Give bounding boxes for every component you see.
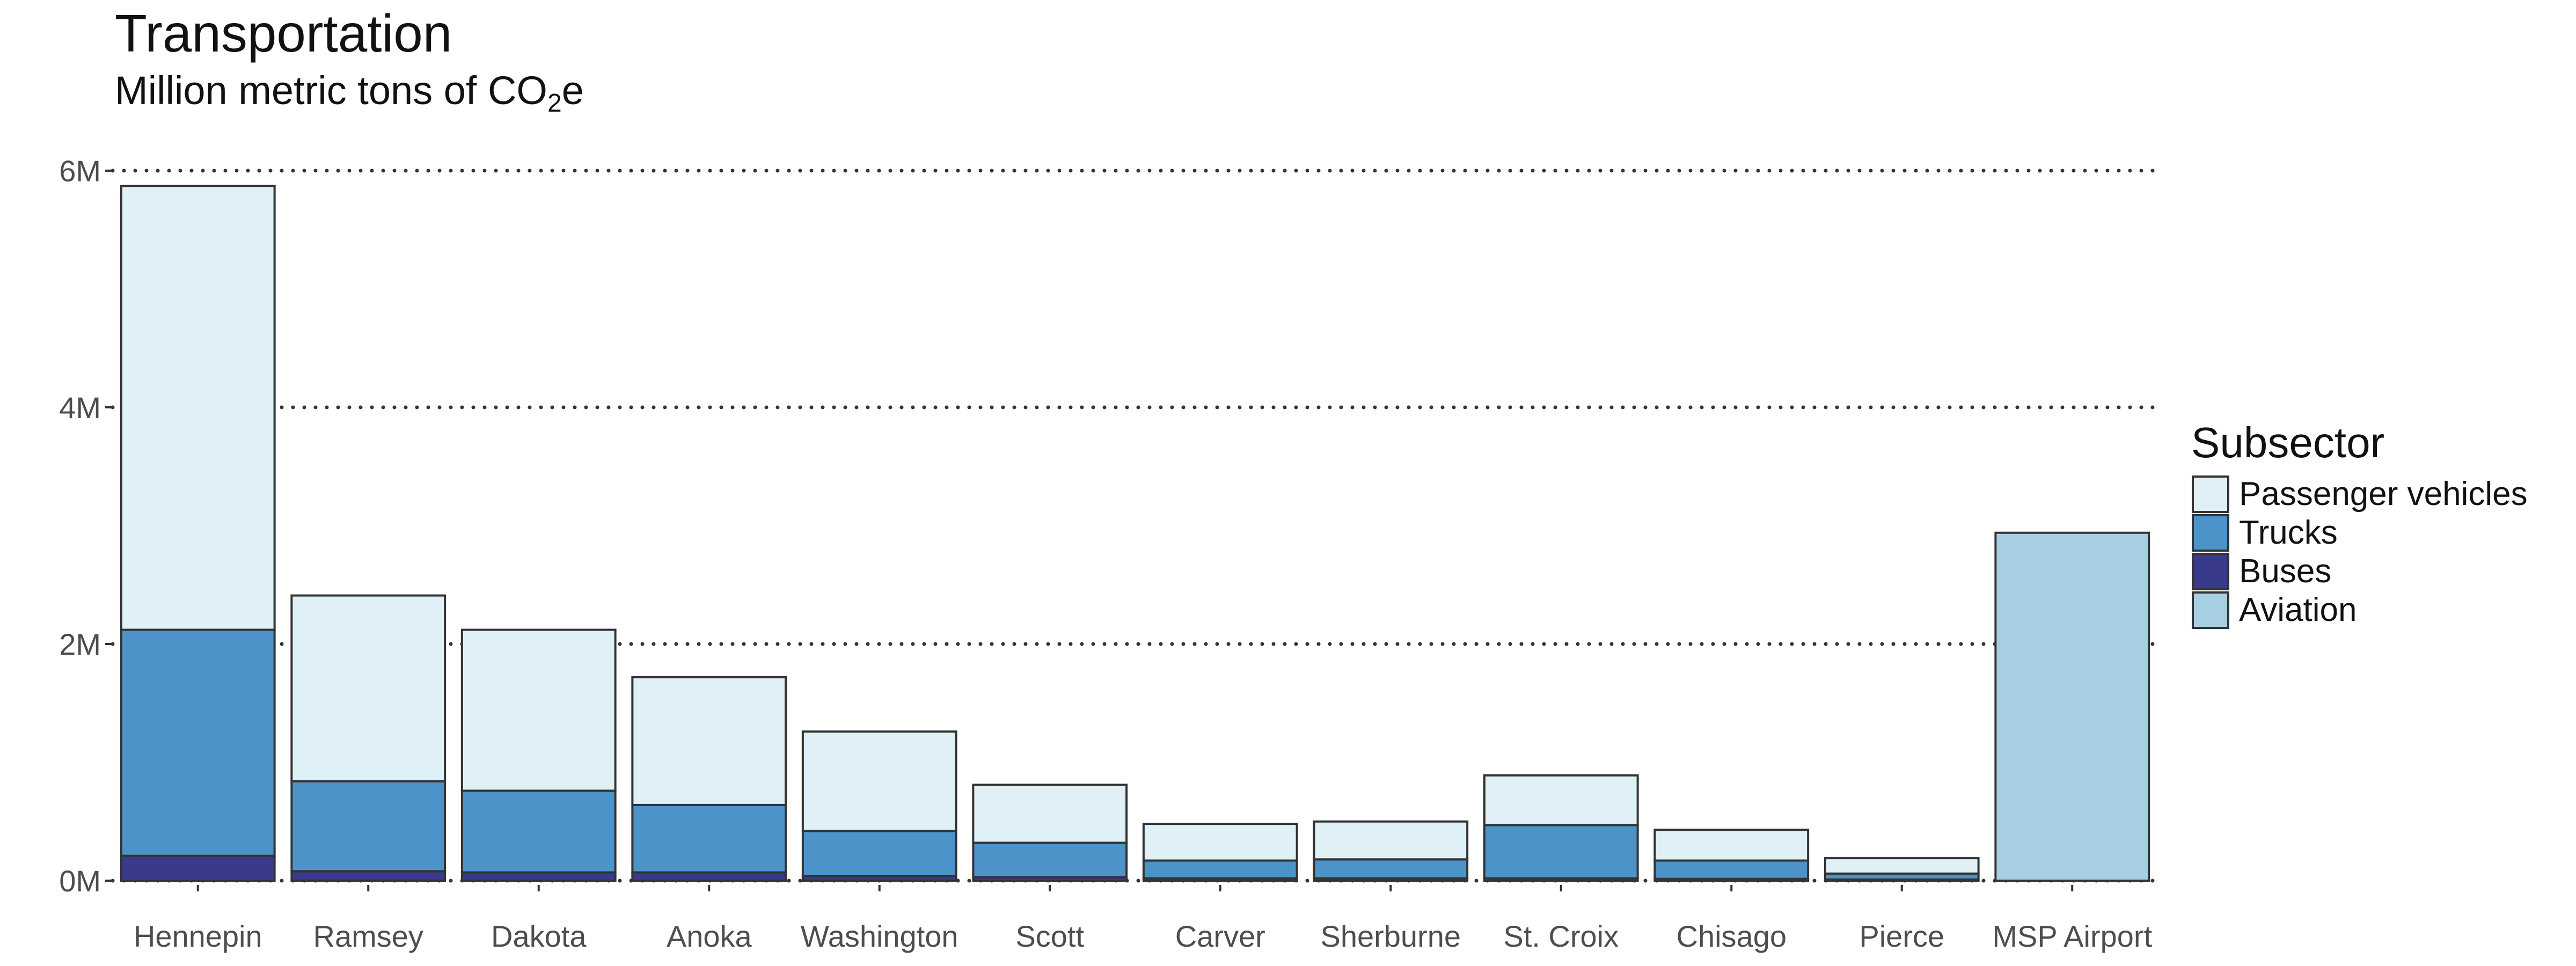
bar-segment <box>631 676 787 806</box>
bar-segment <box>120 628 276 857</box>
x-tick-label: Ramsey <box>313 919 423 953</box>
legend-swatch <box>2192 514 2229 552</box>
x-tick-label: Sherburne <box>1320 919 1461 953</box>
bar-segment <box>631 871 787 882</box>
x-tick-label: Carver <box>1175 919 1265 953</box>
x-tick-label: Dakota <box>491 919 587 953</box>
bar-segment <box>460 789 617 874</box>
bar-segment <box>801 830 957 877</box>
bar-segment <box>460 628 617 792</box>
bar-segment <box>1483 774 1639 826</box>
bar-segment <box>1483 824 1639 880</box>
y-tick-label: 6M <box>59 154 101 188</box>
bar-segment <box>290 780 447 873</box>
subtitle-suffix: e <box>561 68 584 113</box>
x-tick-label: MSP Airport <box>1992 919 2152 953</box>
y-tick-label: 2M <box>59 627 101 661</box>
x-tick-label: Pierce <box>1859 919 1944 953</box>
chart-subtitle: Million metric tons of CO2e <box>115 68 584 118</box>
legend-label: Buses <box>2239 553 2331 590</box>
bar-segment <box>460 871 617 882</box>
legend-title: Subsector <box>2191 419 2384 466</box>
bar-segment <box>972 841 1128 879</box>
x-tick-label: Hennepin <box>134 919 262 953</box>
legend-label: Aviation <box>2239 591 2357 628</box>
bar-segment <box>801 730 957 832</box>
y-tick-label: 0M <box>59 864 101 898</box>
legend-label: Trucks <box>2239 514 2338 551</box>
subtitle-subscript: 2 <box>547 89 562 118</box>
bar-segment <box>120 854 276 882</box>
legend-swatch <box>2192 553 2229 590</box>
y-tick-label: 4M <box>59 391 101 425</box>
x-tick-label: Washington <box>801 919 958 953</box>
bar-segment <box>1653 859 1810 880</box>
bar-segment <box>1824 857 1980 875</box>
bar-segment <box>1313 820 1469 861</box>
bar-segment <box>290 870 447 882</box>
legend-label: Passenger vehicles <box>2239 475 2528 513</box>
bar-segment <box>1653 829 1810 862</box>
bar-segment <box>290 594 447 782</box>
bar-segment <box>1142 823 1298 862</box>
chart-title: Transportation <box>115 4 452 63</box>
legend-swatch <box>2192 475 2229 513</box>
bar-segment <box>120 185 276 631</box>
bar-segment <box>1994 531 2150 882</box>
bar-segment <box>631 803 787 874</box>
x-tick-label: St. Croix <box>1503 919 1619 953</box>
bar-segment <box>972 784 1128 844</box>
x-tick-label: Anoka <box>667 919 752 953</box>
subtitle-text: Million metric tons of CO <box>115 68 547 113</box>
x-tick-label: Scott <box>1015 919 1084 953</box>
x-tick-label: Chisago <box>1677 919 1787 953</box>
bar-segment <box>1142 859 1298 880</box>
bar-segment <box>1313 858 1469 880</box>
legend-swatch <box>2192 591 2229 629</box>
